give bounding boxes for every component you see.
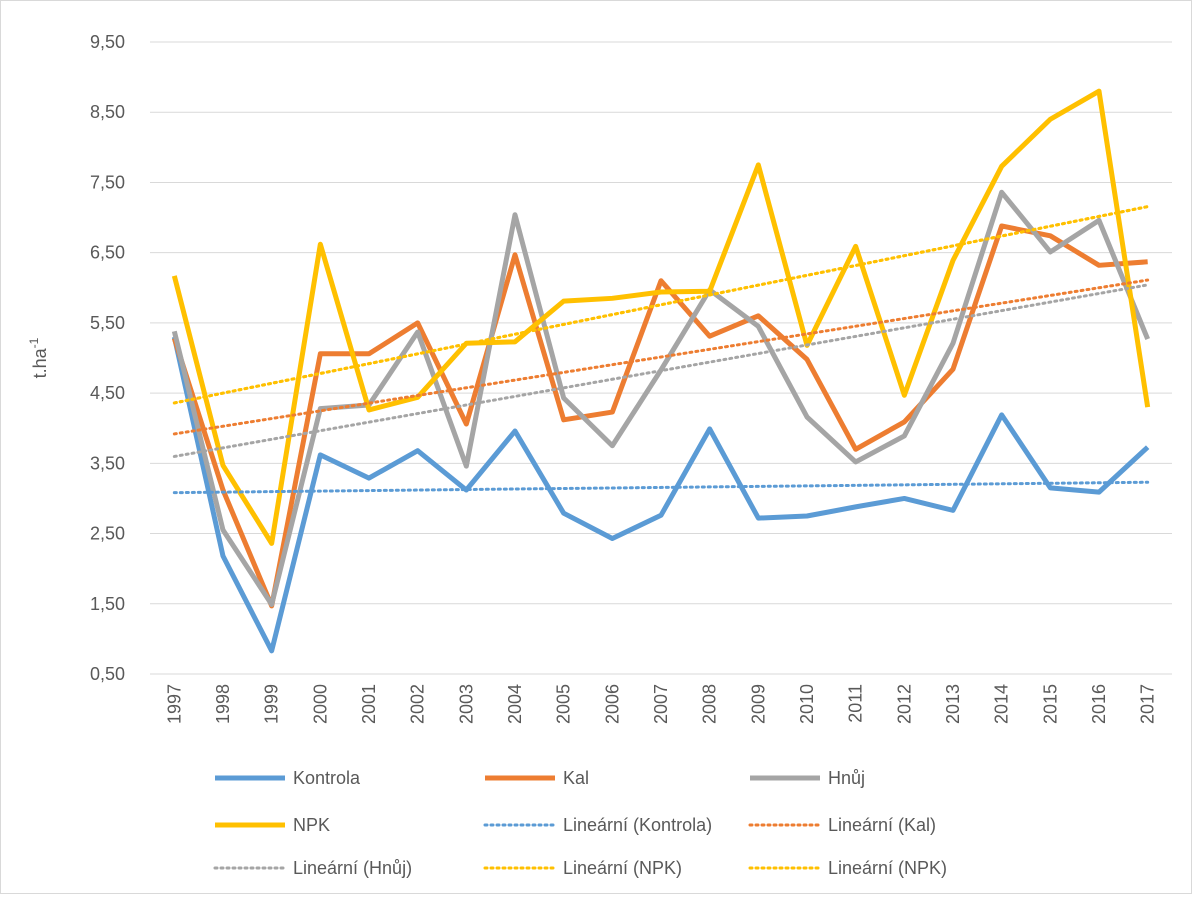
series-line xyxy=(171,223,1148,609)
x-tick-label: 2017 xyxy=(1138,684,1158,724)
legend-label: Lineární (Kal) xyxy=(828,815,936,835)
x-tick-label: 2005 xyxy=(554,684,574,724)
y-tick-label: 6,50 xyxy=(90,243,125,263)
legend-label: Lineární (Kontrola) xyxy=(563,815,712,835)
series-line xyxy=(171,88,1151,546)
x-tick-label: 1999 xyxy=(262,684,282,724)
x-tick-label: 2011 xyxy=(846,684,866,723)
y-tick-label: 1,50 xyxy=(90,594,125,614)
trend-line xyxy=(172,278,1150,436)
y-tick-label: 2,50 xyxy=(90,524,125,544)
x-tick-label: 2003 xyxy=(456,684,476,724)
x-tick-label: 2009 xyxy=(748,684,768,724)
x-tick-label: 2008 xyxy=(700,684,720,724)
x-tick-label: 2012 xyxy=(894,684,914,724)
x-tick-label: 2016 xyxy=(1089,684,1109,724)
x-tick-label: 2002 xyxy=(408,684,428,724)
legend-label: NPK xyxy=(293,815,330,835)
x-tick-label: 2004 xyxy=(505,684,525,724)
y-tick-label: 9,50 xyxy=(90,32,125,52)
legend-label: Kontrola xyxy=(293,768,361,788)
y-axis-title-text: t.ha xyxy=(30,347,50,378)
y-tick-label: 4,50 xyxy=(90,383,125,403)
trend-line xyxy=(172,480,1150,495)
x-tick-label: 2014 xyxy=(992,684,1012,724)
legend-label: Kal xyxy=(563,768,589,788)
trend-line xyxy=(172,205,1150,405)
x-tick-label: 1997 xyxy=(164,684,184,724)
x-tick-label: 2001 xyxy=(359,684,379,724)
series-line xyxy=(171,336,1150,654)
legend-label: Hnůj xyxy=(828,768,865,788)
legend-label: Lineární (NPK) xyxy=(828,858,947,878)
x-tick-label: 1998 xyxy=(213,684,233,724)
y-axis-title-exponent: -1 xyxy=(27,337,41,348)
legend-label: Lineární (Hnůj) xyxy=(293,858,412,878)
y-tick-label: 8,50 xyxy=(90,102,125,122)
y-tick-label: 3,50 xyxy=(90,453,125,473)
x-tick-label: 2000 xyxy=(310,684,330,724)
y-axis-title: t.ha-1 xyxy=(27,337,50,378)
x-tick-label: 2007 xyxy=(651,684,671,724)
x-tick-label: 2015 xyxy=(1040,684,1060,724)
x-tick-label: 2010 xyxy=(797,684,817,724)
y-tick-label: 5,50 xyxy=(90,313,125,333)
trend-line xyxy=(172,283,1150,458)
x-tick-label: 2013 xyxy=(943,684,963,724)
y-tick-label: 0,50 xyxy=(90,664,125,684)
x-tick-label: 2006 xyxy=(602,684,622,724)
y-tick-label: 7,50 xyxy=(90,172,125,192)
legend-label: Lineární (NPK) xyxy=(563,858,682,878)
